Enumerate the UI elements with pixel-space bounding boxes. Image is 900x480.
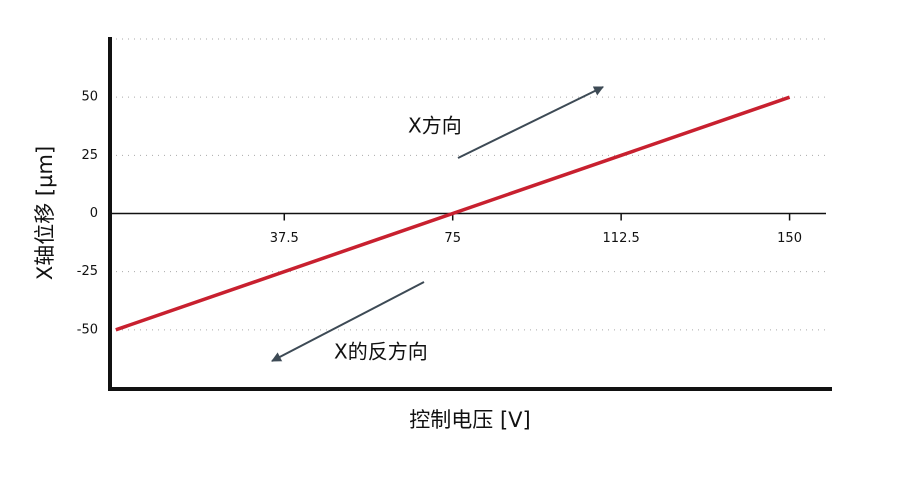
y-tick-label: 25	[81, 148, 98, 163]
arrow	[271, 281, 425, 362]
y-axis-title: X轴位移 [µm]	[33, 146, 57, 280]
plot	[115, 95, 791, 332]
data-line	[115, 95, 791, 332]
annotation: X的反方向	[334, 340, 428, 364]
x-tick-label: 150	[777, 231, 802, 246]
x-tick-label: 112.5	[603, 231, 640, 246]
annotation: X方向	[408, 114, 462, 138]
y-tick-label: -50	[77, 322, 98, 337]
grid: -50 -25 0 25 50 37.5 75 112.5 150	[77, 90, 830, 337]
x-tick-label: 75	[444, 231, 461, 246]
y-tick-label: -25	[77, 264, 98, 279]
x-tick-label: 37.5	[270, 231, 299, 246]
y-tick-label: 0	[90, 206, 98, 221]
y-tick-label: 50	[81, 90, 98, 105]
x-axis-title: 控制电压 [V]	[409, 408, 530, 432]
arrow	[457, 86, 604, 159]
